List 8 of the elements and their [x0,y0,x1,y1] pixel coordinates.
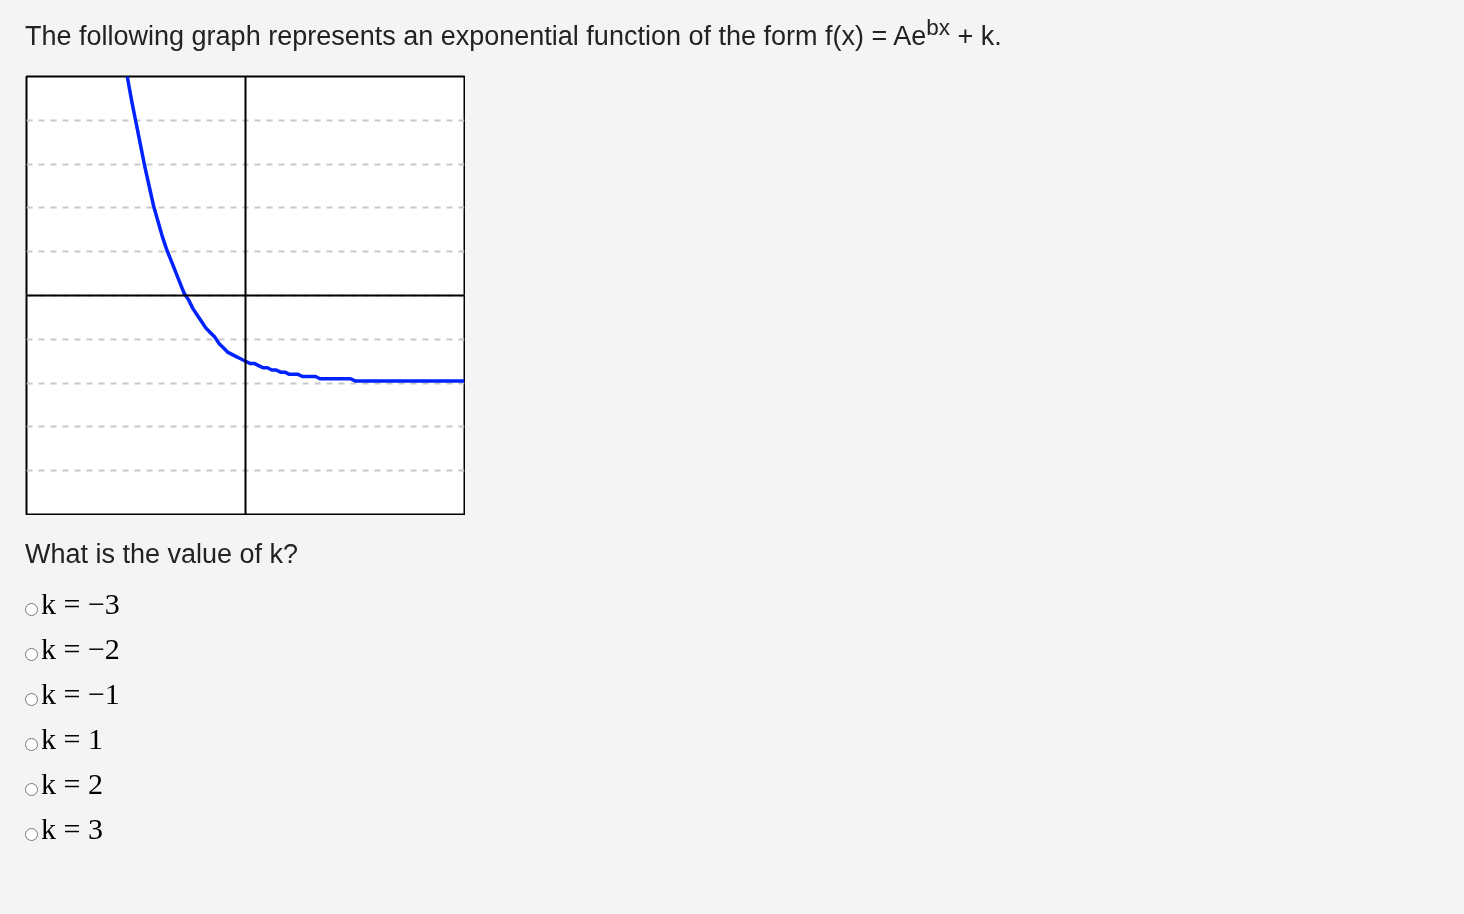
text: k = 2 [41,767,103,801]
text: k = 3 [41,812,103,846]
text: k = −2 [41,632,120,666]
text: k = −3 [41,587,120,621]
text: k = −1 [41,677,120,711]
text: What is the value of k? [25,537,299,571]
text: k = 1 [41,722,103,756]
chart-title: The following graph represents an exponential function of the form f(x) = Ae$^{bx}$ + k. [25,14,1002,53]
